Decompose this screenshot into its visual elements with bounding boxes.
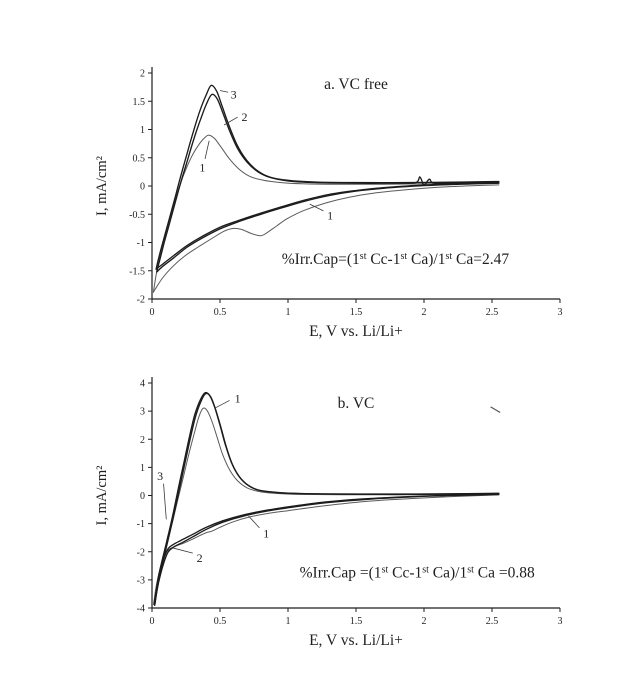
curve-cycle-2 [154,493,500,606]
curve-label-leader [163,483,167,520]
y-tick-label: 3 [140,407,145,418]
y-tick-label: 2 [140,69,145,80]
curve-label: 1 [263,526,269,540]
curve-label: 1 [235,391,241,405]
irr-cap-annotation: %Irr.Cap=(1st Cc-1st Ca)/1st Ca=2.47 [282,251,510,268]
curve-cycle-3 [155,84,500,270]
curve-cycle-2 [156,93,500,273]
curve-label: 2 [241,110,247,124]
curve-label: 3 [231,87,237,101]
y-axis-label: I, mA/cm² [94,155,110,216]
curve-label-leader [248,515,260,529]
curve-label-leader [214,400,230,409]
y-tick-label: 0 [140,491,145,502]
x-tick-label: 0.5 [214,307,227,318]
curve-label: 1 [199,160,205,174]
curve-cycle-1 [153,494,500,606]
plot-title: a. VC free [324,76,388,93]
curve-cycle-3 [153,493,500,604]
y-tick-label: -2 [137,295,145,306]
x-tick-label: 0.5 [214,616,227,627]
y-tick-label: -1.5 [129,266,145,277]
x-tick-label: 3 [558,616,563,627]
y-tick-label: 1.5 [133,97,146,108]
y-tick-label: -0.5 [129,210,145,221]
artifact-mark [490,406,501,414]
y-tick-label: 4 [140,379,145,390]
plot-title: b. VC [338,395,375,412]
curve-label-leader [204,140,210,159]
x-tick-label: 1 [286,616,291,627]
x-tick-label: 1.5 [350,616,363,627]
x-tick-label: 0 [150,616,155,627]
y-tick-label: -2 [137,547,145,558]
x-tick-label: 3 [558,307,563,318]
curve-label: 2 [197,551,203,565]
x-axis-label: E, V vs. Li/Li+ [309,632,403,649]
curve-label-leader [219,90,229,93]
y-tick-label: -1 [137,238,145,249]
y-tick-label: 2 [140,435,145,446]
y-tick-label: -1 [137,519,145,530]
curve-cycle-3 [155,181,500,270]
curve-label-leader [223,116,238,126]
x-axis-label: E, V vs. Li/Li+ [309,323,403,340]
x-tick-label: 2.5 [486,616,499,627]
curve-label: 1 [327,208,333,222]
x-tick-label: 2 [422,307,427,318]
y-tick-label: -3 [137,575,145,586]
x-tick-label: 1 [286,307,291,318]
cv-plot-b: 4 3 2 1 0 -1 -2 -3 -4 0 0.5 1 1.5 2 2.5 3 1 3 2 1 b. VC %Irr.… [94,377,563,649]
y-tick-label: -4 [137,604,145,615]
cv-plot-a: 21.510.50-0.5-1-1.5-20 0.5 1 1.5 2 2.5 33211a.… [94,67,563,340]
x-tick-label: 0 [150,307,155,318]
curve-label: 3 [157,469,163,483]
y-tick-label: 1 [140,463,145,474]
curve-label-leader [172,547,193,554]
y-tick-label: 1 [140,125,145,136]
y-tick-label: 0.5 [133,153,146,164]
curve-cycle-1 [152,184,500,293]
curve-cycle-3 [153,391,500,604]
y-axis-label: I, mA/cm² [94,465,110,526]
y-tick-label: 0 [140,182,145,193]
x-tick-label: 1.5 [350,307,363,318]
irr-cap-annotation: %Irr.Cap =(1st Cc-1st Ca)/1st Ca =0.88 [300,565,535,582]
x-tick-label: 2.5 [486,307,499,318]
curve-label-leader [309,203,324,212]
x-tick-label: 2 [422,616,427,627]
